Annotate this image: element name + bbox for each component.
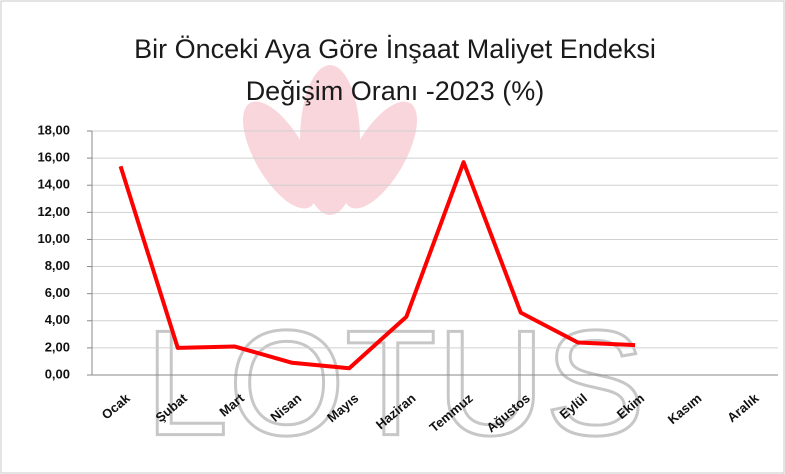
y-tick-label: 4,00 <box>45 312 70 327</box>
y-tick-label: 2,00 <box>45 339 70 354</box>
y-tick-label: 14,00 <box>37 177 70 192</box>
x-tick-label: Aralık <box>724 390 762 425</box>
y-tick-label: 18,00 <box>37 122 70 137</box>
watermark: LOTUS <box>145 299 645 467</box>
y-tick-label: 0,00 <box>45 366 70 381</box>
y-tick-label: 12,00 <box>37 204 70 219</box>
y-tick-label: 10,00 <box>37 231 70 246</box>
y-tick-label: 16,00 <box>37 150 70 165</box>
x-tick-label: Kasım <box>665 390 705 427</box>
watermark-flower <box>243 65 417 215</box>
y-tick-label: 8,00 <box>45 258 70 273</box>
data-line <box>118 160 636 371</box>
x-tick-label: Ocak <box>99 390 134 422</box>
y-tick-label: 6,00 <box>45 285 70 300</box>
chart-title: Bir Önceki Aya Göre İnşaat Maliyet Endek… <box>134 34 656 106</box>
